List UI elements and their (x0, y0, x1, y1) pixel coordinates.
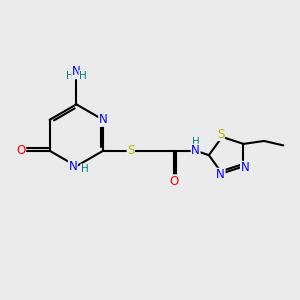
Text: N: N (68, 160, 77, 173)
Text: N: N (216, 168, 225, 181)
Text: O: O (16, 144, 26, 157)
Text: H: H (81, 164, 88, 174)
Text: S: S (217, 128, 224, 140)
Text: H: H (66, 71, 74, 81)
Text: N: N (99, 113, 107, 126)
Text: N: N (241, 161, 249, 174)
Text: O: O (169, 175, 178, 188)
Text: H: H (192, 137, 200, 148)
Text: N: N (191, 144, 200, 157)
Text: N: N (72, 65, 81, 79)
Text: H: H (79, 71, 87, 81)
Text: S: S (127, 144, 134, 157)
